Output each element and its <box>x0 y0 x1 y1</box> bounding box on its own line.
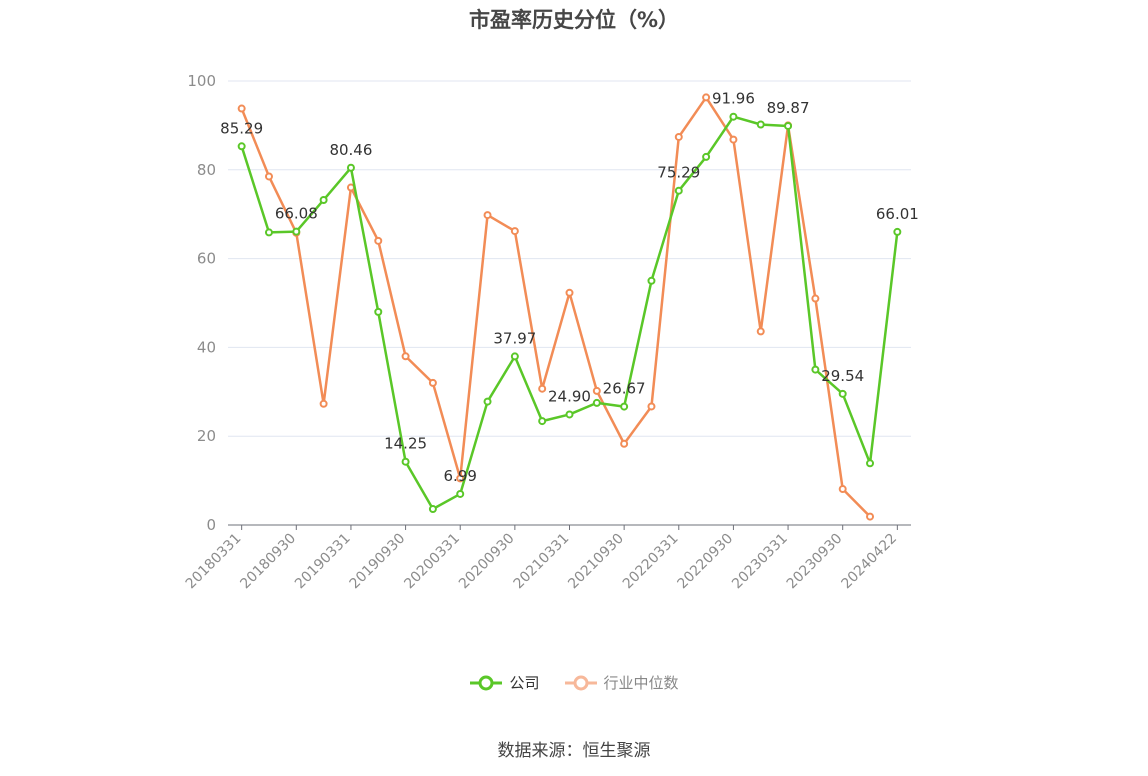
chart-canvas: 0 20 40 60 80 100 2018033120180930201903312019… <box>183 72 919 593</box>
x-tick-label: 20180930 <box>237 531 299 593</box>
company-data-point <box>483 397 492 406</box>
x-tick-label: 20190930 <box>347 531 409 593</box>
company-data-label: 37.97 <box>493 329 536 347</box>
y-tick-label: 100 <box>187 72 216 90</box>
industry-data-point <box>565 288 574 297</box>
company-data-label: 80.46 <box>329 141 372 159</box>
y-tick-label: 20 <box>197 427 216 445</box>
company-data-point <box>264 228 273 237</box>
company-data-label: 66.08 <box>275 205 318 223</box>
company-data-point <box>237 142 246 151</box>
legend-item-industry[interactable]: 行业中位数 <box>564 672 679 693</box>
company-data-point <box>538 417 547 426</box>
x-tick-label: 20210331 <box>511 531 573 593</box>
industry-data-point <box>866 512 875 521</box>
company-data-point <box>838 389 847 398</box>
industry-data-point <box>319 399 328 408</box>
x-tick-label: 20190331 <box>292 531 354 593</box>
industry-data-point <box>401 352 410 361</box>
company-data-point <box>811 365 820 374</box>
company-data-point <box>866 459 875 468</box>
company-data-point <box>893 227 902 236</box>
x-tick-label: 20180331 <box>183 531 245 593</box>
company-data-point <box>592 398 601 407</box>
x-tick-label: 20210930 <box>565 531 627 593</box>
legend-company-line-icon <box>470 675 503 690</box>
x-tick-label: 20200331 <box>401 531 463 593</box>
x-tick-label: 20230331 <box>729 531 791 593</box>
company-data-point <box>565 410 574 419</box>
company-data-point <box>647 276 656 285</box>
industry-data-point <box>647 402 656 411</box>
legend-item-company[interactable]: 公司 <box>469 672 540 693</box>
company-data-point <box>702 152 711 161</box>
legend-company-label: 公司 <box>509 674 540 692</box>
industry-data-point <box>483 211 492 220</box>
company-data-label: 85.29 <box>220 119 263 137</box>
company-data-label: 66.01 <box>876 205 919 223</box>
industry-data-point <box>811 294 820 303</box>
company-data-point <box>756 120 765 129</box>
industry-series-line <box>240 96 871 518</box>
company-data-point <box>346 163 355 172</box>
y-tick-label: 40 <box>197 338 216 356</box>
company-data-point <box>674 186 683 195</box>
industry-data-point <box>702 93 711 102</box>
industry-data-point <box>510 227 519 236</box>
company-data-point <box>319 195 328 204</box>
company-data-point <box>784 121 793 130</box>
company-data-label: 29.54 <box>821 367 864 385</box>
industry-data-point <box>456 474 465 483</box>
industry-data-point <box>838 485 847 494</box>
industry-data-point <box>592 386 601 395</box>
x-tick-label: 20220930 <box>675 531 737 593</box>
industry-data-point <box>428 378 437 387</box>
company-data-point <box>401 457 410 466</box>
industry-data-point <box>756 327 765 336</box>
company-data-point <box>510 352 519 361</box>
company-data-point <box>292 227 301 236</box>
company-data-label: 24.90 <box>548 387 591 405</box>
y-tick-label: 0 <box>206 516 216 534</box>
legend-industry-line-icon <box>564 675 597 690</box>
industry-data-point <box>729 135 738 144</box>
company-data-label: 14.25 <box>384 435 427 453</box>
company-data-label: 6.99 <box>444 467 477 485</box>
industry-data-point <box>538 384 547 393</box>
chart-title: 市盈率历史分位（%） <box>468 8 680 32</box>
industry-data-point <box>264 172 273 181</box>
company-data-point <box>374 307 383 316</box>
company-data-label: 91.96 <box>712 90 755 108</box>
company-data-label: 89.87 <box>767 99 810 117</box>
company-data-point <box>620 402 629 411</box>
legend-industry-label: 行业中位数 <box>603 674 679 692</box>
company-data-label: 75.29 <box>657 164 700 182</box>
data-source-note: 数据来源：恒生聚源 <box>497 741 651 761</box>
company-data-point <box>456 489 465 498</box>
x-tick-label: 20230930 <box>784 531 846 593</box>
y-tick-label: 80 <box>197 161 216 179</box>
legend: 公司 行业中位数 <box>0 672 1148 693</box>
industry-data-point <box>620 439 629 448</box>
industry-data-point <box>674 132 683 141</box>
company-data-point <box>729 112 738 121</box>
y-tick-label: 60 <box>197 250 216 268</box>
industry-data-point <box>374 236 383 245</box>
x-tick-label: 20200930 <box>456 531 518 593</box>
x-tick-label: 20240422 <box>838 531 900 593</box>
industry-data-point <box>237 104 246 113</box>
company-data-label: 26.67 <box>603 380 646 398</box>
company-series-line <box>240 115 899 511</box>
x-tick-label: 20220331 <box>620 531 682 593</box>
company-data-point <box>428 505 437 514</box>
